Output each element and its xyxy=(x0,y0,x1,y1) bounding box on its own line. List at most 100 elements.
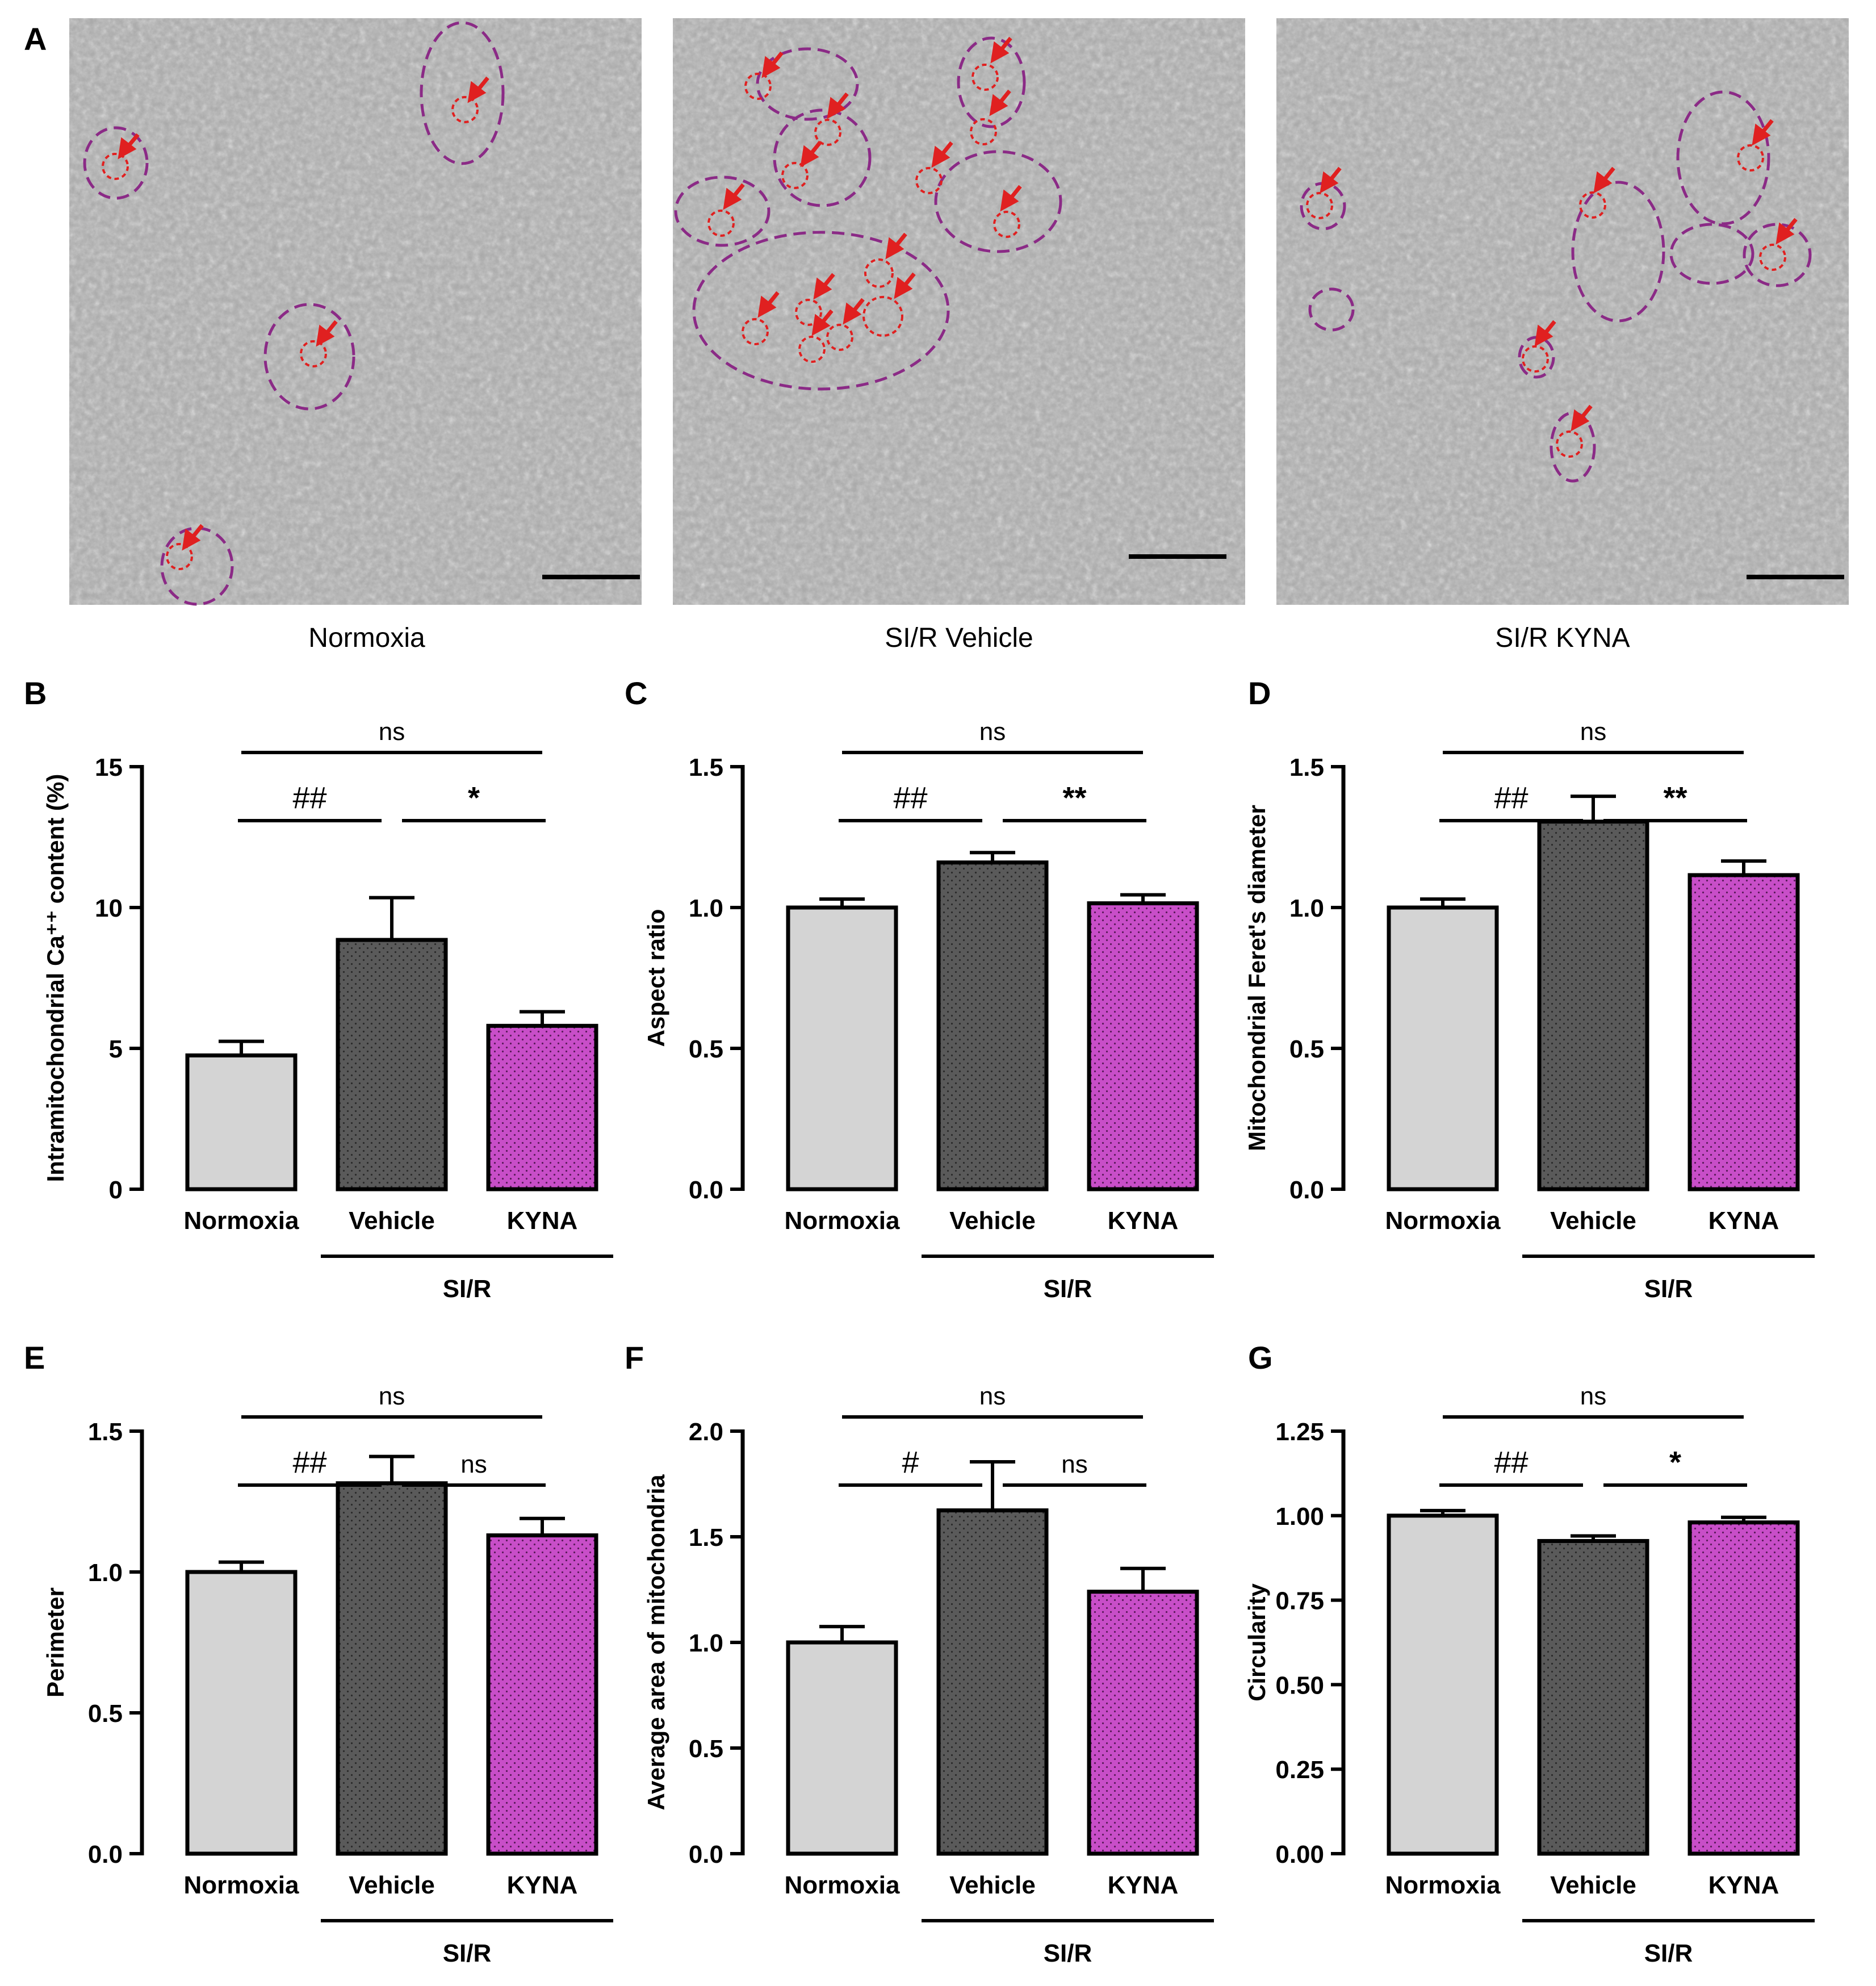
group-label: SI/R xyxy=(1044,1939,1092,1967)
chart-f: 0.0 0.5 1.0 1.5 2.0 Average area of mitochond… xyxy=(643,1382,1214,1967)
panel-a: A xyxy=(24,18,1849,653)
bar-vehicle xyxy=(1537,1538,1649,1856)
y-tick-label: 0.75 xyxy=(1275,1587,1324,1615)
y-tick-label: 0.5 xyxy=(689,1735,723,1763)
chart-d: 0.0 0.5 1.0 1.5 Mitochondrial Feret's diamet… xyxy=(1243,718,1815,1303)
category-label-kyna: KYNA xyxy=(1108,1871,1179,1899)
category-label-kyna: KYNA xyxy=(1709,1871,1779,1899)
panel-g: G 0.00 0.25 0.50 0.75 1.00 1.25 Circularity Nor… xyxy=(1243,1340,1815,1967)
significance-label: * xyxy=(1669,1445,1681,1479)
micrograph-sir-vehicle xyxy=(673,18,1245,605)
category-label-normoxia: Normoxia xyxy=(1385,1871,1501,1899)
arrow-icons xyxy=(118,76,489,551)
scale-bar xyxy=(1129,554,1226,559)
significance-label: ns xyxy=(979,718,1006,746)
significance-label: ** xyxy=(1062,781,1086,815)
group-label: SI/R xyxy=(1644,1939,1693,1967)
bar-normoxia xyxy=(185,1570,298,1856)
y-tick-label: 0.00 xyxy=(1275,1841,1324,1868)
y-tick-label: 0.50 xyxy=(1275,1671,1324,1699)
arrow-icons xyxy=(1320,119,1798,432)
micrograph-normoxia xyxy=(69,18,642,606)
y-tick-label: 0.0 xyxy=(1289,1176,1324,1204)
y-tick-label: 0.0 xyxy=(689,1176,723,1204)
category-label-vehicle: Vehicle xyxy=(349,1207,435,1235)
significance-label: ## xyxy=(893,781,927,815)
significance-label: ns xyxy=(1580,1382,1606,1410)
mitochondrion-outlines xyxy=(83,21,505,606)
category-label-kyna: KYNA xyxy=(507,1871,578,1899)
y-tick-label: 0.0 xyxy=(689,1841,723,1868)
micrograph-caption-normoxia: Normoxia xyxy=(308,623,425,653)
scale-bar xyxy=(1747,575,1844,579)
chart-b: 0 5 10 15 Intramitochondrial Ca⁺⁺ content (%… xyxy=(42,718,613,1303)
y-tick-label: 0.5 xyxy=(1289,1035,1324,1063)
category-label-normoxia: Normoxia xyxy=(184,1871,299,1899)
bar-normoxia xyxy=(786,905,898,1191)
panel-d: D 0.0 0.5 1.0 1.5 Mitochondrial Feret's diam… xyxy=(1243,675,1815,1303)
y-tick-label: 10 xyxy=(95,894,123,922)
significance-label: ## xyxy=(1494,781,1528,815)
panel-letter-d: D xyxy=(1248,675,1271,711)
bar-vehicle xyxy=(1537,820,1649,1191)
y-tick-label: 0.0 xyxy=(88,1841,123,1868)
y-tick-label: 0.5 xyxy=(88,1700,123,1728)
significance-label: ns xyxy=(979,1382,1006,1410)
category-label-vehicle: Vehicle xyxy=(349,1871,435,1899)
micrograph-caption-sir-vehicle: SI/R Vehicle xyxy=(885,623,1033,653)
category-label-kyna: KYNA xyxy=(1108,1207,1179,1235)
micrograph-caption-sir-kyna: SI/R KYNA xyxy=(1495,623,1630,653)
category-label-kyna: KYNA xyxy=(507,1207,578,1235)
category-label-normoxia: Normoxia xyxy=(785,1207,900,1235)
group-label: SI/R xyxy=(443,1275,492,1303)
bar-kyna xyxy=(1687,873,1800,1191)
calcium-markers xyxy=(707,64,1020,363)
significance-label: ns xyxy=(1061,1450,1087,1478)
panel-letter-g: G xyxy=(1248,1340,1273,1375)
chart-g: 0.00 0.25 0.50 0.75 1.00 1.25 Circularity Normo… xyxy=(1243,1382,1815,1967)
y-tick-label: 15 xyxy=(95,754,123,781)
mitochondrion-outlines xyxy=(1300,90,1812,483)
y-axis-label: Perimeter xyxy=(42,1587,69,1697)
significance-label: ## xyxy=(292,1445,326,1479)
bar-vehicle xyxy=(936,860,1049,1191)
category-label-vehicle: Vehicle xyxy=(949,1207,1036,1235)
y-tick-label: 1.0 xyxy=(88,1559,123,1587)
bar-normoxia xyxy=(1387,1513,1499,1856)
significance-label: ns xyxy=(1580,718,1606,746)
y-tick-label: 5 xyxy=(109,1035,123,1063)
scale-bar xyxy=(542,575,640,579)
y-axis-label: Aspect ratio xyxy=(643,909,669,1047)
category-label-normoxia: Normoxia xyxy=(785,1871,900,1899)
panel-f: F 0.0 0.5 1.0 1.5 2.0 Average area of mitocho… xyxy=(625,1340,1214,1967)
panel-letter-e: E xyxy=(24,1340,45,1375)
bar-vehicle xyxy=(936,1508,1049,1856)
category-label-kyna: KYNA xyxy=(1709,1207,1779,1235)
y-axis-label: Intramitochondrial Ca⁺⁺ content (%) xyxy=(42,774,69,1182)
micrograph-sir-kyna xyxy=(1276,18,1849,605)
significance-label: ns xyxy=(379,1382,405,1410)
significance-label: ## xyxy=(1494,1445,1528,1479)
panel-letter-c: C xyxy=(625,675,647,711)
significance-label: ** xyxy=(1663,781,1687,815)
significance-label: ## xyxy=(292,781,326,815)
category-label-normoxia: Normoxia xyxy=(184,1207,299,1235)
category-label-vehicle: Vehicle xyxy=(1550,1207,1636,1235)
y-tick-label: 1.5 xyxy=(689,1524,723,1552)
mitochondrion-outlines xyxy=(674,36,1062,391)
y-tick-label: 1.5 xyxy=(1289,754,1324,781)
significance-label: ns xyxy=(379,718,405,746)
y-tick-label: 1.5 xyxy=(88,1418,123,1446)
y-tick-label: 1.0 xyxy=(689,1629,723,1657)
panel-c: C 0.0 0.5 1.0 1.5 Aspect ratio Normoxia Vehicl… xyxy=(625,675,1214,1303)
group-label: SI/R xyxy=(1644,1275,1693,1303)
category-label-normoxia: Normoxia xyxy=(1385,1207,1501,1235)
bar-kyna xyxy=(1687,1520,1800,1856)
panel-e: E 0.0 0.5 1.0 1.5 Perimeter Normoxia Vehicle KY… xyxy=(24,1340,613,1967)
group-label: SI/R xyxy=(1044,1275,1092,1303)
y-tick-label: 1.5 xyxy=(689,754,723,781)
bar-kyna xyxy=(1087,1590,1199,1856)
bar-normoxia xyxy=(1387,905,1499,1191)
y-tick-label: 0.25 xyxy=(1275,1756,1324,1784)
